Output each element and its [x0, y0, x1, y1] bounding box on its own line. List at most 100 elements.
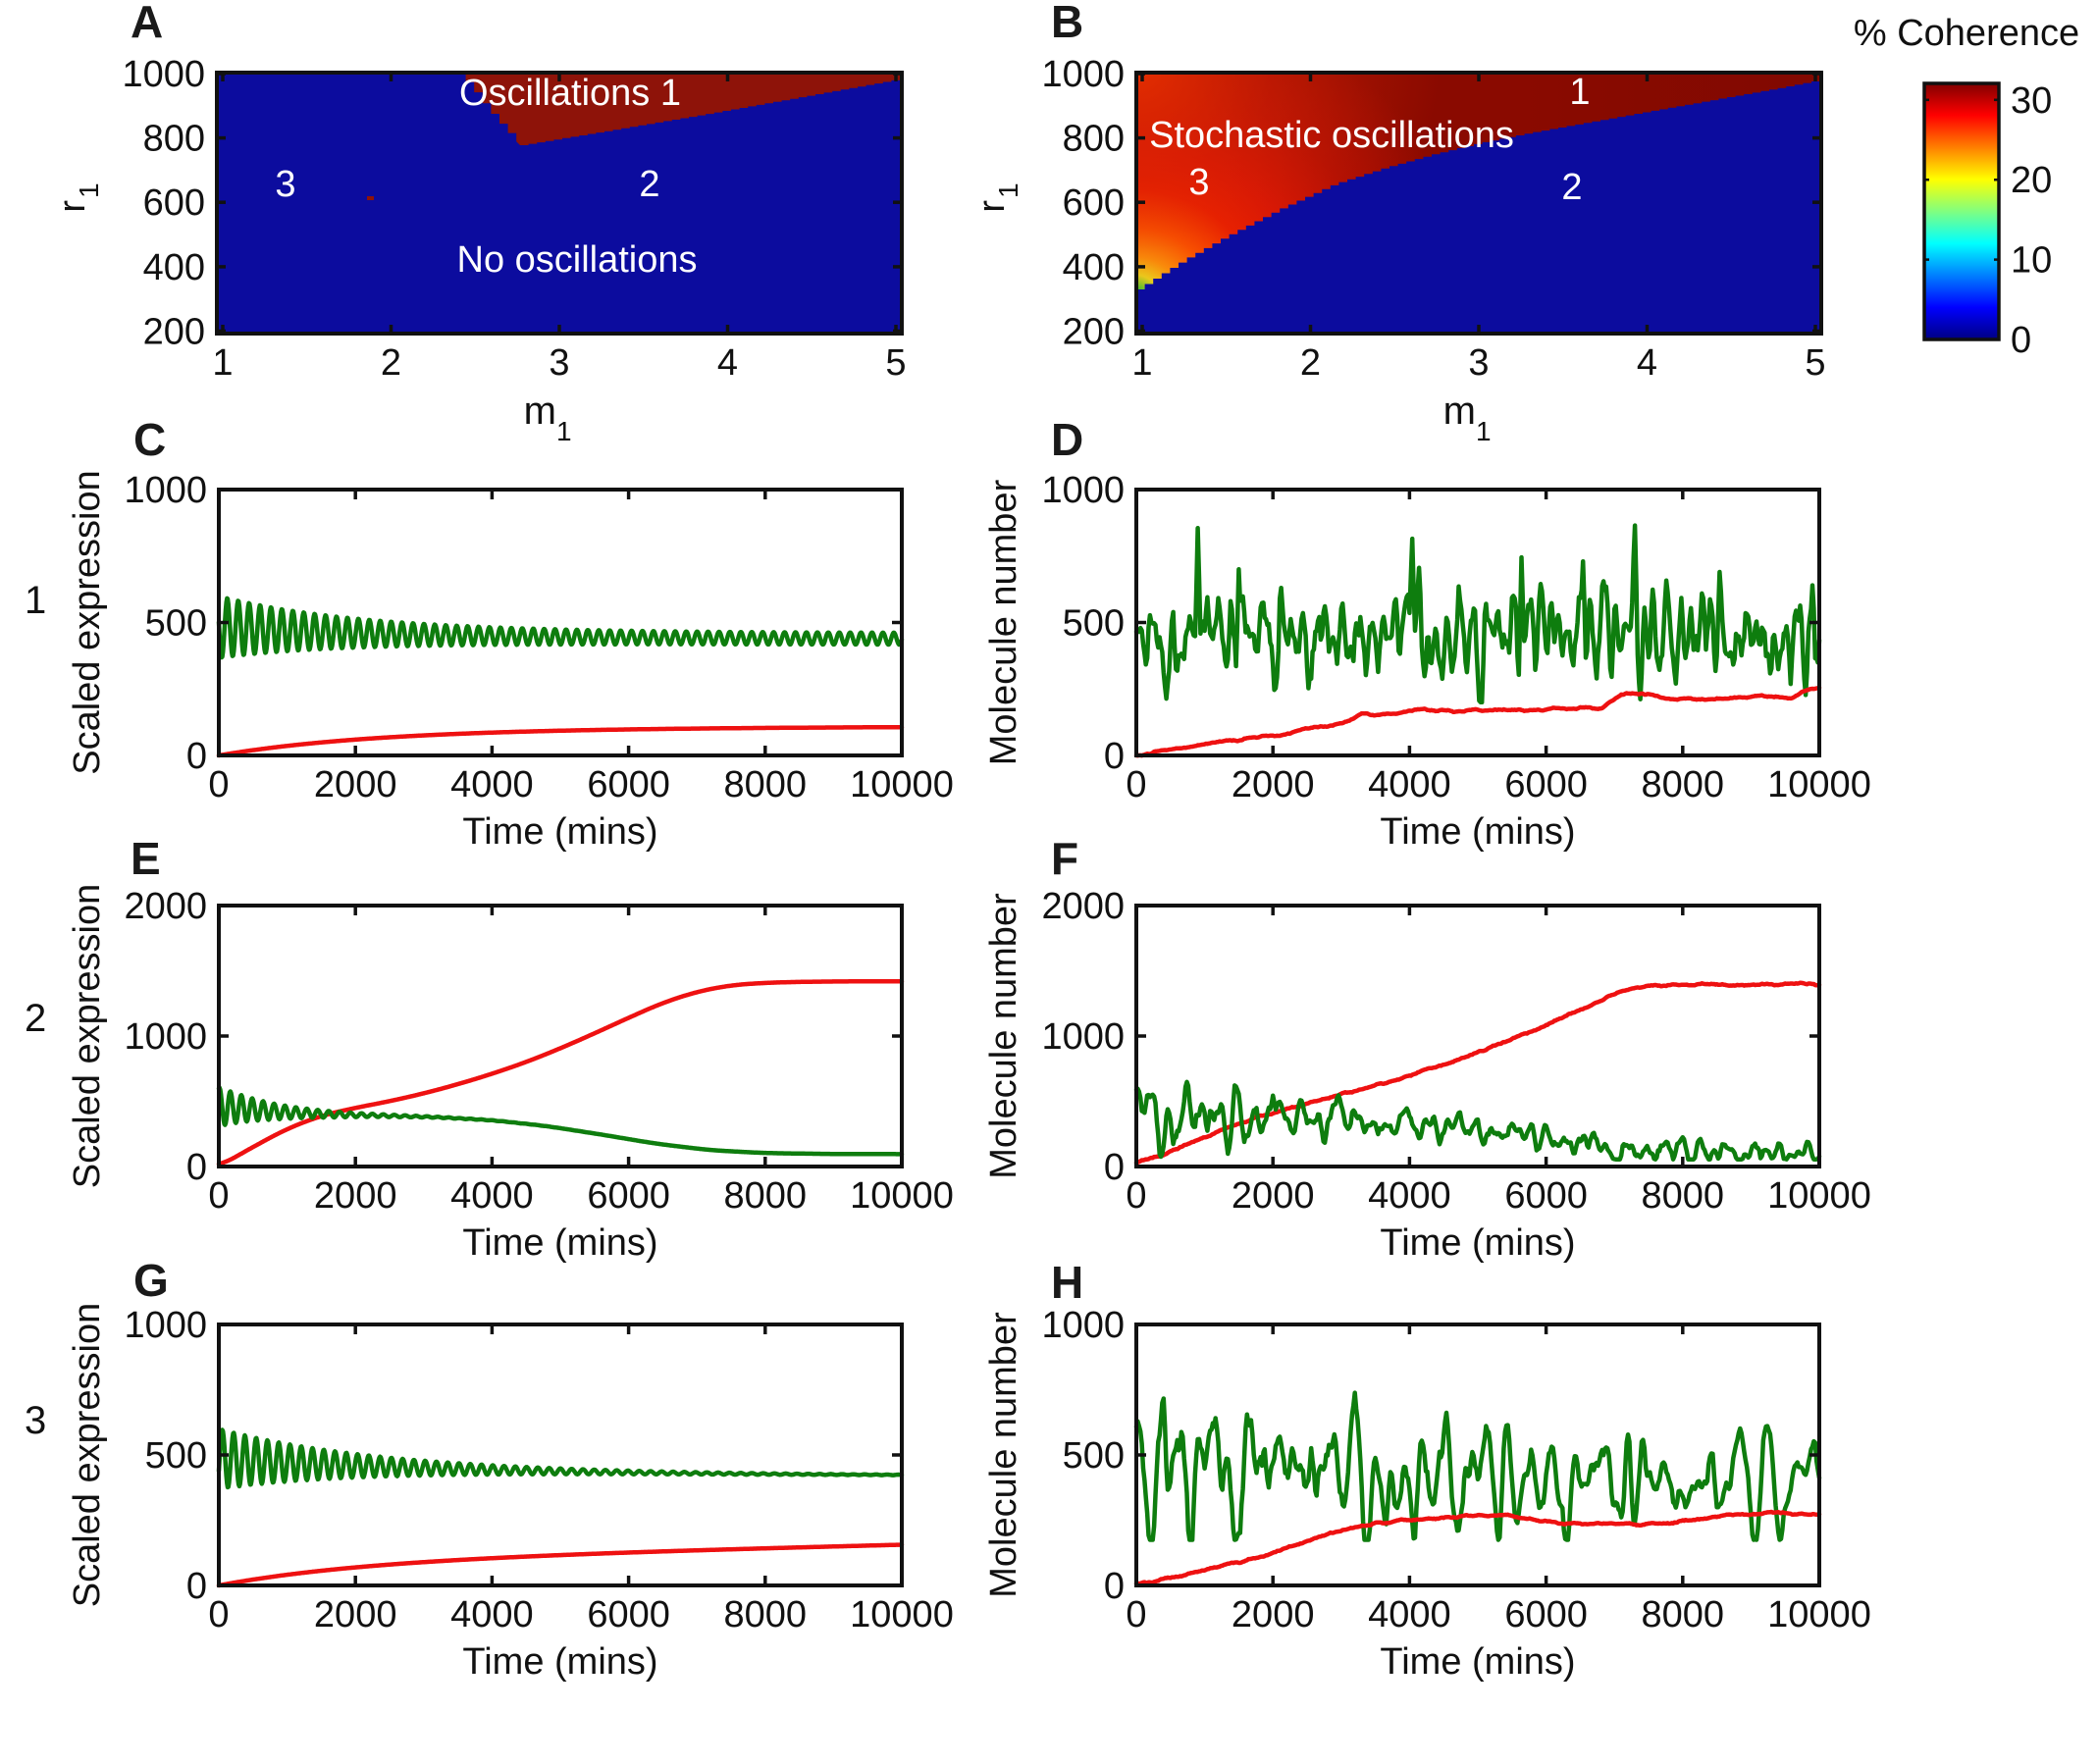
svg-text:2000: 2000 — [1232, 764, 1315, 805]
svg-text:0: 0 — [186, 1566, 207, 1607]
svg-text:1000: 1000 — [1041, 470, 1125, 511]
svg-text:0: 0 — [1104, 1147, 1125, 1188]
svg-text:6000: 6000 — [1504, 1175, 1588, 1217]
svg-text:10000: 10000 — [850, 764, 954, 805]
svg-text:6000: 6000 — [1504, 1594, 1588, 1635]
svg-text:8000: 8000 — [1642, 1175, 1725, 1217]
svg-text:6000: 6000 — [587, 1175, 670, 1217]
svg-text:200: 200 — [143, 312, 205, 353]
svg-text:10000: 10000 — [1767, 1175, 1871, 1217]
svg-text:5: 5 — [1805, 342, 1825, 384]
svg-text:4000: 4000 — [1368, 764, 1451, 805]
svg-text:2000: 2000 — [1232, 1594, 1315, 1635]
svg-text:8000: 8000 — [1642, 1594, 1725, 1635]
svg-text:200: 200 — [1063, 312, 1125, 353]
svg-text:D: D — [1051, 414, 1083, 465]
svg-text:r: r — [52, 200, 93, 213]
svg-text:2: 2 — [639, 164, 659, 205]
svg-text:4000: 4000 — [1368, 1594, 1451, 1635]
svg-text:10000: 10000 — [850, 1175, 954, 1217]
svg-text:Time (mins): Time (mins) — [462, 811, 657, 853]
svg-text:4000: 4000 — [450, 764, 534, 805]
svg-text:500: 500 — [145, 603, 207, 645]
svg-text:3: 3 — [1188, 162, 1209, 203]
svg-text:m: m — [524, 389, 556, 433]
svg-text:3: 3 — [549, 342, 569, 384]
svg-text:4000: 4000 — [450, 1594, 534, 1635]
svg-text:30: 30 — [2011, 80, 2052, 122]
svg-text:H: H — [1051, 1257, 1083, 1308]
svg-text:F: F — [1051, 833, 1078, 884]
svg-text:Scaled expression: Scaled expression — [67, 1303, 108, 1608]
svg-text:0: 0 — [1126, 1594, 1146, 1635]
svg-text:0: 0 — [1126, 764, 1146, 805]
svg-text:800: 800 — [1063, 119, 1125, 160]
svg-text:Molecule number: Molecule number — [983, 1312, 1024, 1598]
svg-text:0: 0 — [208, 1175, 229, 1217]
svg-text:No oscillations: No oscillations — [457, 239, 698, 281]
svg-text:0: 0 — [1104, 736, 1125, 777]
svg-text:6000: 6000 — [587, 764, 670, 805]
svg-text:400: 400 — [1063, 247, 1125, 288]
svg-text:3: 3 — [275, 164, 295, 205]
svg-text:Scaled expression: Scaled expression — [67, 470, 108, 775]
svg-text:0: 0 — [1126, 1175, 1146, 1217]
svg-text:10000: 10000 — [1767, 764, 1871, 805]
svg-text:2: 2 — [25, 997, 46, 1040]
svg-text:10: 10 — [2011, 240, 2052, 282]
svg-text:Stochastic oscillations: Stochastic oscillations — [1149, 115, 1514, 156]
svg-text:1: 1 — [1476, 416, 1492, 446]
svg-text:10000: 10000 — [850, 1594, 954, 1635]
svg-text:1000: 1000 — [124, 470, 207, 511]
svg-text:10000: 10000 — [1767, 1594, 1871, 1635]
svg-text:800: 800 — [143, 119, 205, 160]
svg-text:Time (mins): Time (mins) — [462, 1222, 657, 1264]
svg-text:8000: 8000 — [1642, 764, 1725, 805]
svg-text:1: 1 — [1569, 72, 1590, 113]
svg-text:8000: 8000 — [724, 764, 808, 805]
svg-text:1: 1 — [1131, 342, 1152, 384]
svg-text:500: 500 — [145, 1435, 207, 1477]
svg-text:600: 600 — [143, 182, 205, 224]
svg-text:0: 0 — [208, 1594, 229, 1635]
svg-text:6000: 6000 — [1504, 764, 1588, 805]
svg-text:4: 4 — [717, 342, 738, 384]
svg-text:20: 20 — [2011, 160, 2052, 201]
svg-text:4000: 4000 — [1368, 1175, 1451, 1217]
svg-text:8000: 8000 — [724, 1175, 808, 1217]
svg-text:Time (mins): Time (mins) — [1380, 1222, 1575, 1264]
svg-text:0: 0 — [186, 1147, 207, 1188]
svg-text:Oscillations 1: Oscillations 1 — [459, 73, 681, 114]
svg-text:4000: 4000 — [450, 1175, 534, 1217]
svg-text:C: C — [133, 414, 166, 465]
svg-text:Molecule number: Molecule number — [983, 479, 1024, 765]
svg-text:400: 400 — [143, 247, 205, 288]
svg-text:G: G — [133, 1255, 169, 1306]
svg-text:0: 0 — [208, 764, 229, 805]
svg-text:1000: 1000 — [124, 1016, 207, 1058]
svg-text:2: 2 — [1300, 342, 1321, 384]
svg-text:r: r — [971, 200, 1013, 213]
svg-text:% Coherence: % Coherence — [1854, 13, 2079, 54]
svg-text:3: 3 — [1468, 342, 1489, 384]
svg-text:Molecule number: Molecule number — [983, 893, 1024, 1179]
svg-text:6000: 6000 — [587, 1594, 670, 1635]
svg-text:3: 3 — [25, 1399, 46, 1442]
svg-text:2000: 2000 — [124, 886, 207, 927]
svg-text:1: 1 — [993, 182, 1023, 198]
svg-text:E: E — [131, 833, 161, 884]
svg-text:1: 1 — [25, 579, 46, 622]
svg-text:2000: 2000 — [314, 1594, 397, 1635]
svg-text:B: B — [1051, 0, 1083, 47]
svg-text:2000: 2000 — [1041, 886, 1125, 927]
svg-text:Time (mins): Time (mins) — [1380, 811, 1575, 853]
svg-text:2000: 2000 — [1232, 1175, 1315, 1217]
svg-text:1000: 1000 — [122, 54, 205, 95]
svg-text:4: 4 — [1637, 342, 1657, 384]
svg-text:500: 500 — [1063, 603, 1125, 645]
svg-text:600: 600 — [1063, 182, 1125, 224]
svg-text:Scaled expression: Scaled expression — [67, 884, 108, 1189]
svg-text:Time (mins): Time (mins) — [1380, 1641, 1575, 1683]
svg-text:1000: 1000 — [1041, 1305, 1125, 1346]
svg-text:m: m — [1443, 389, 1476, 433]
